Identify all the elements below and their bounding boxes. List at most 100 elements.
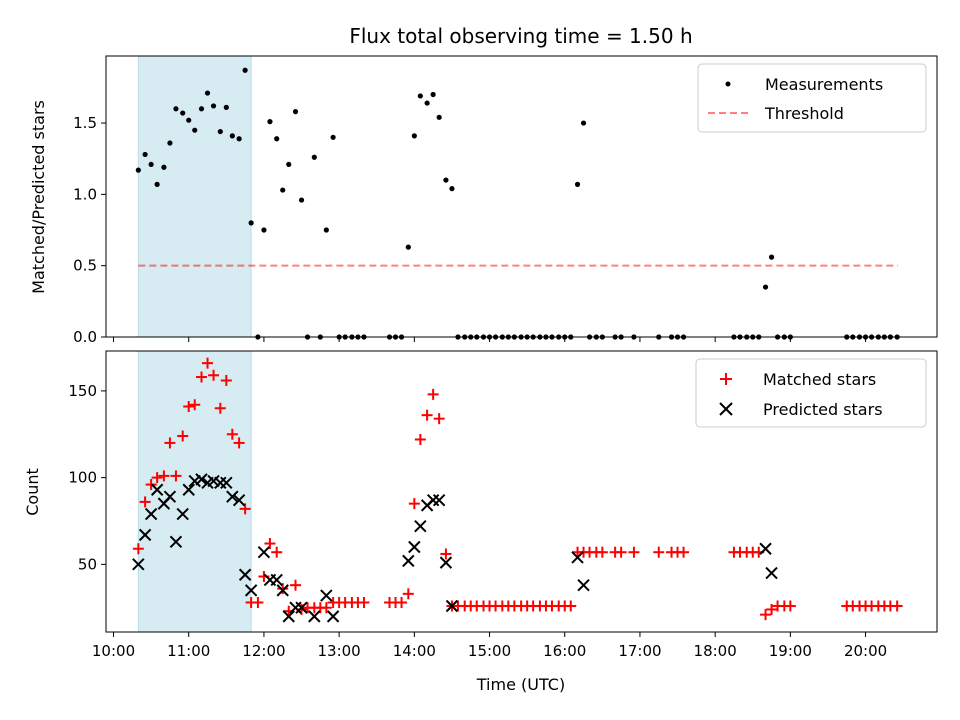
measurement-point bbox=[242, 67, 248, 73]
measurement-point bbox=[424, 100, 430, 106]
measurement-point bbox=[768, 254, 775, 260]
legend-predicted-marker bbox=[719, 402, 733, 416]
x-tick-label: 16:00 bbox=[543, 642, 586, 660]
measurement-point bbox=[298, 197, 305, 203]
measurement-point bbox=[292, 109, 299, 115]
matched-point bbox=[784, 600, 796, 612]
matched-point bbox=[678, 546, 690, 558]
predicted-point bbox=[402, 554, 415, 568]
measurement-point bbox=[154, 181, 160, 187]
predicted-point bbox=[432, 493, 446, 507]
predicted-point bbox=[439, 556, 453, 569]
matched-point bbox=[596, 546, 608, 558]
predicted-point bbox=[232, 493, 246, 507]
matched-point bbox=[151, 472, 163, 484]
predicted-point bbox=[414, 519, 427, 533]
top-y-tick-label: 0.0 bbox=[73, 328, 97, 346]
predicted-point bbox=[150, 483, 164, 496]
predicted-point bbox=[276, 584, 289, 597]
predicted-point bbox=[257, 546, 271, 559]
bottom-y-tick-label: 100 bbox=[68, 469, 97, 487]
matched-points bbox=[132, 357, 903, 621]
x-tick-label: 14:00 bbox=[393, 642, 436, 660]
measurement-point bbox=[167, 140, 173, 146]
predicted-point bbox=[244, 584, 258, 597]
matched-point bbox=[226, 428, 238, 440]
measurement-point bbox=[210, 103, 217, 109]
top-y-tick-label: 1.5 bbox=[73, 114, 97, 132]
matched-point bbox=[239, 503, 251, 515]
x-tick-label: 13:00 bbox=[318, 642, 361, 660]
predicted-point bbox=[295, 601, 308, 614]
bottom-highlight-band bbox=[137, 350, 252, 633]
x-tick-label: 15:00 bbox=[468, 642, 511, 660]
matched-point bbox=[214, 402, 226, 414]
measurement-point bbox=[267, 119, 273, 125]
matched-point bbox=[264, 538, 276, 550]
measurement-point bbox=[436, 114, 442, 120]
measurement-point bbox=[229, 133, 235, 139]
top-panel: 0.0 0.5 1.0 1.5 Matched/Predicted stars Mea… bbox=[29, 55, 938, 346]
matched-point bbox=[891, 600, 903, 612]
x-tick-label: 20:00 bbox=[844, 642, 887, 660]
legend-matched-marker bbox=[720, 373, 732, 385]
predicted-point bbox=[408, 540, 421, 554]
predicted-point bbox=[270, 573, 283, 587]
matched-point bbox=[427, 388, 439, 400]
matched-point bbox=[408, 498, 420, 510]
matched-point bbox=[196, 371, 208, 383]
legend-matched-label: Matched stars bbox=[763, 370, 876, 389]
matched-point bbox=[615, 546, 627, 558]
chart-title: Flux total observing time = 1.50 h bbox=[349, 24, 692, 48]
matched-point bbox=[760, 609, 772, 621]
matched-point bbox=[233, 437, 245, 449]
x-axis-label: Time (UTC) bbox=[476, 675, 565, 694]
predicted-point bbox=[176, 507, 189, 521]
predicted-point bbox=[220, 476, 233, 490]
matched-point bbox=[358, 597, 370, 609]
measurement-point bbox=[274, 136, 280, 142]
measurement-point bbox=[449, 186, 455, 192]
predicted-point bbox=[132, 558, 145, 571]
matched-point bbox=[183, 401, 195, 413]
predicted-point bbox=[308, 610, 321, 623]
top-y-ticks: 0.0 0.5 1.0 1.5 bbox=[73, 114, 106, 346]
measurement-point bbox=[330, 134, 336, 140]
bottom-y-tick-label: 50 bbox=[78, 555, 97, 573]
matched-point bbox=[170, 470, 182, 482]
measurement-point bbox=[186, 117, 192, 123]
predicted-point bbox=[320, 589, 333, 602]
bottom-axes-frame bbox=[105, 350, 938, 633]
x-tick-label: 10:00 bbox=[92, 642, 135, 660]
predicted-point bbox=[163, 490, 177, 503]
predicted-point bbox=[326, 610, 340, 623]
matched-point bbox=[220, 374, 232, 386]
measurement-point bbox=[311, 154, 317, 160]
predicted-point bbox=[759, 542, 772, 555]
matched-point bbox=[252, 597, 264, 609]
matched-point bbox=[766, 603, 778, 615]
matched-point bbox=[132, 543, 144, 555]
matched-point bbox=[433, 413, 445, 425]
x-tick-label: 18:00 bbox=[694, 642, 737, 660]
top-y-axis-label: Matched/Predicted stars bbox=[29, 100, 48, 294]
top-legend-box bbox=[697, 63, 927, 133]
matched-point bbox=[158, 470, 170, 482]
matched-point bbox=[396, 597, 408, 609]
matched-point bbox=[202, 357, 214, 369]
matched-point bbox=[320, 602, 332, 614]
measurement-point bbox=[430, 91, 436, 98]
legend-measurements-label: Measurements bbox=[765, 75, 883, 94]
x-tick-label: 11:00 bbox=[167, 642, 210, 660]
measurement-point bbox=[180, 110, 186, 116]
matched-point bbox=[145, 479, 157, 491]
bottom-y-ticks: 50 100 150 bbox=[68, 382, 106, 573]
predicted-points bbox=[132, 473, 778, 623]
matched-point bbox=[414, 433, 426, 445]
predicted-point bbox=[226, 490, 239, 503]
matched-point bbox=[139, 496, 151, 508]
legend-threshold-label: Threshold bbox=[764, 104, 844, 123]
matched-point bbox=[164, 437, 176, 449]
predicted-point bbox=[238, 568, 252, 581]
